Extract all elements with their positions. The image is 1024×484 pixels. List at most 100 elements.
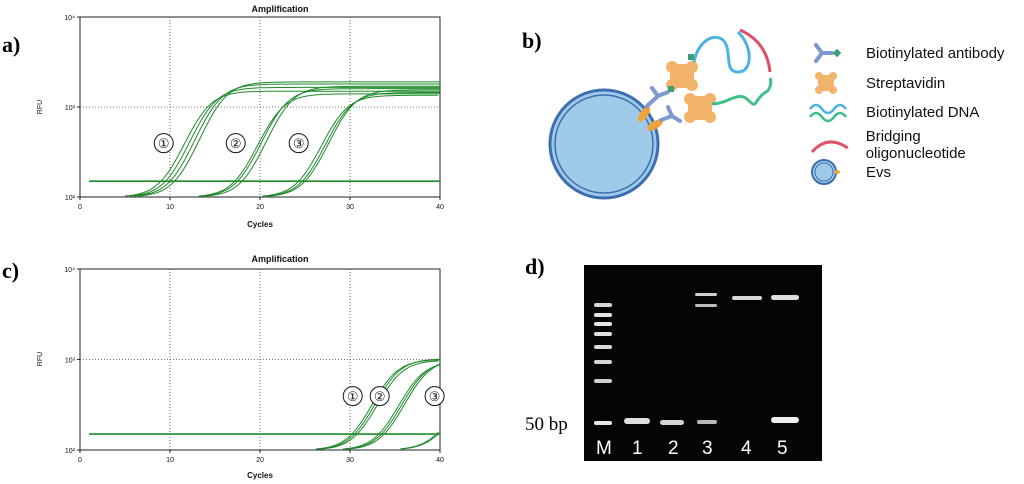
lane-label: 4	[741, 438, 752, 459]
amplification-curve	[342, 364, 440, 450]
ladder-band	[594, 360, 612, 364]
legend-item: Streptavidin	[808, 68, 945, 98]
amplification-curve	[201, 88, 440, 197]
antibody-icon	[645, 86, 670, 108]
curve-group-marker	[225, 133, 246, 154]
curve-group-label: ①	[158, 136, 170, 151]
curve-group-marker	[424, 386, 445, 407]
oligo-icon	[810, 140, 849, 153]
y-tick-label: 10²	[65, 448, 76, 455]
agarose-gel-image: M 1 2 3 4 5	[584, 265, 822, 461]
ladder-band	[594, 332, 612, 336]
lane-5-band	[771, 417, 799, 423]
lane-1-band	[624, 418, 650, 424]
x-tick-label: 10	[166, 204, 174, 211]
marker-ladder	[594, 303, 612, 425]
amplification-curve	[402, 433, 439, 450]
lane-5-band	[771, 295, 799, 300]
lane-3-band	[695, 304, 717, 307]
surface-protein	[646, 119, 664, 131]
amplification-chart-a: Amplification RFU Cycles 0 10 20 30 40 10² 10³…	[37, 4, 444, 229]
curve-group-label: ③	[293, 136, 305, 151]
y-tick-label: 10⁴	[64, 15, 75, 22]
panel-c-label: c)	[2, 258, 20, 283]
lane-2-band	[660, 420, 684, 425]
lane-labels: M 1 2 3 4 5	[596, 438, 788, 459]
y-tick-label: 10³	[65, 358, 76, 365]
curve-group-label: ②	[230, 136, 242, 151]
legend-label: Bridging oligonucleotide	[865, 128, 966, 162]
ladder-band	[594, 313, 612, 317]
amplification-chart-c: Amplification RFU Cycles 0 10 20 30 40 10² 10³…	[37, 254, 445, 480]
streptavidin-icon	[684, 93, 716, 123]
amplification-curve	[198, 93, 440, 197]
ladder-band	[594, 303, 612, 307]
ladder-band	[594, 345, 612, 349]
y-tick-label: 10³	[65, 105, 76, 112]
lane-label: 1	[632, 438, 643, 459]
x-tick-label: 40	[436, 204, 444, 211]
biotin-tag	[668, 86, 674, 92]
x-axis-label: Cycles	[247, 220, 273, 229]
panel-a-label: a)	[2, 32, 21, 57]
antibody-icon	[659, 105, 682, 123]
lane-label: 3	[702, 438, 713, 459]
legend-label: Evs	[866, 163, 892, 181]
y-tick-label: 10⁴	[64, 267, 75, 274]
lane-label: 5	[777, 438, 788, 459]
lane-4-band	[732, 296, 762, 300]
legend-item: Bridging oligonucleotide	[808, 128, 1024, 162]
lane-3-band	[697, 420, 717, 424]
lane-label: M	[596, 438, 612, 459]
x-tick-label: 30	[346, 204, 354, 211]
curve-group-marker	[342, 386, 363, 407]
ladder-band	[594, 379, 612, 383]
x-tick-label: 30	[346, 457, 354, 464]
antibody-icon	[814, 43, 842, 63]
chart-title: Amplification	[251, 254, 308, 264]
lane-3-band	[695, 293, 717, 296]
lane-label: 2	[668, 438, 679, 459]
x-tick-label: 20	[256, 457, 264, 464]
amplification-curve	[129, 86, 440, 197]
x-tick-label: 0	[78, 457, 82, 464]
streptavidin-icon	[815, 72, 837, 94]
curve-group-label: ②	[374, 389, 386, 404]
legend-label: Streptavidin	[866, 74, 946, 92]
legend-item: Evs	[808, 157, 891, 187]
surface-protein	[637, 106, 651, 122]
amplification-curve	[262, 94, 439, 197]
ev-vesicle	[548, 88, 660, 200]
plot-area: 0 10 20 30 40 10² 10³ 10⁴ ① ② ③	[64, 15, 444, 211]
curve-group-marker	[288, 133, 309, 154]
amplification-curve	[133, 83, 440, 197]
amplification-curve	[205, 85, 440, 197]
y-tick-label: 10²	[65, 195, 76, 202]
panel-b-label: b)	[522, 28, 542, 53]
streptavidin-icon	[666, 61, 698, 91]
bridging-oligo	[739, 28, 772, 73]
amplification-curve	[268, 89, 440, 197]
legend-label: Biotinylated DNA	[866, 103, 980, 121]
y-axis-label: RFU	[37, 352, 44, 366]
x-tick-label: 10	[166, 457, 174, 464]
ev-detection-schematic	[548, 28, 773, 200]
legend-item: Biotinylated DNA	[808, 97, 979, 127]
dna-icon	[809, 103, 847, 123]
legend-label: Biotinylated antibody	[866, 44, 1005, 62]
amplification-curve	[345, 363, 441, 450]
curve-group-marker	[153, 133, 174, 154]
x-tick-label: 20	[256, 204, 264, 211]
x-tick-label: 40	[436, 457, 444, 464]
chart-title: Amplification	[251, 4, 308, 14]
amplification-curve	[348, 364, 439, 450]
ladder-band	[594, 421, 612, 425]
ladder-band	[594, 322, 612, 326]
x-tick-label: 0	[78, 204, 82, 211]
y-axis-label: RFU	[37, 100, 44, 114]
ev-vesicle-inner-ring	[554, 94, 654, 194]
panel-d-label: d)	[525, 254, 545, 279]
legend-item: Biotinylated antibody	[808, 38, 1004, 68]
biotinylated-dna-strand	[711, 77, 773, 106]
